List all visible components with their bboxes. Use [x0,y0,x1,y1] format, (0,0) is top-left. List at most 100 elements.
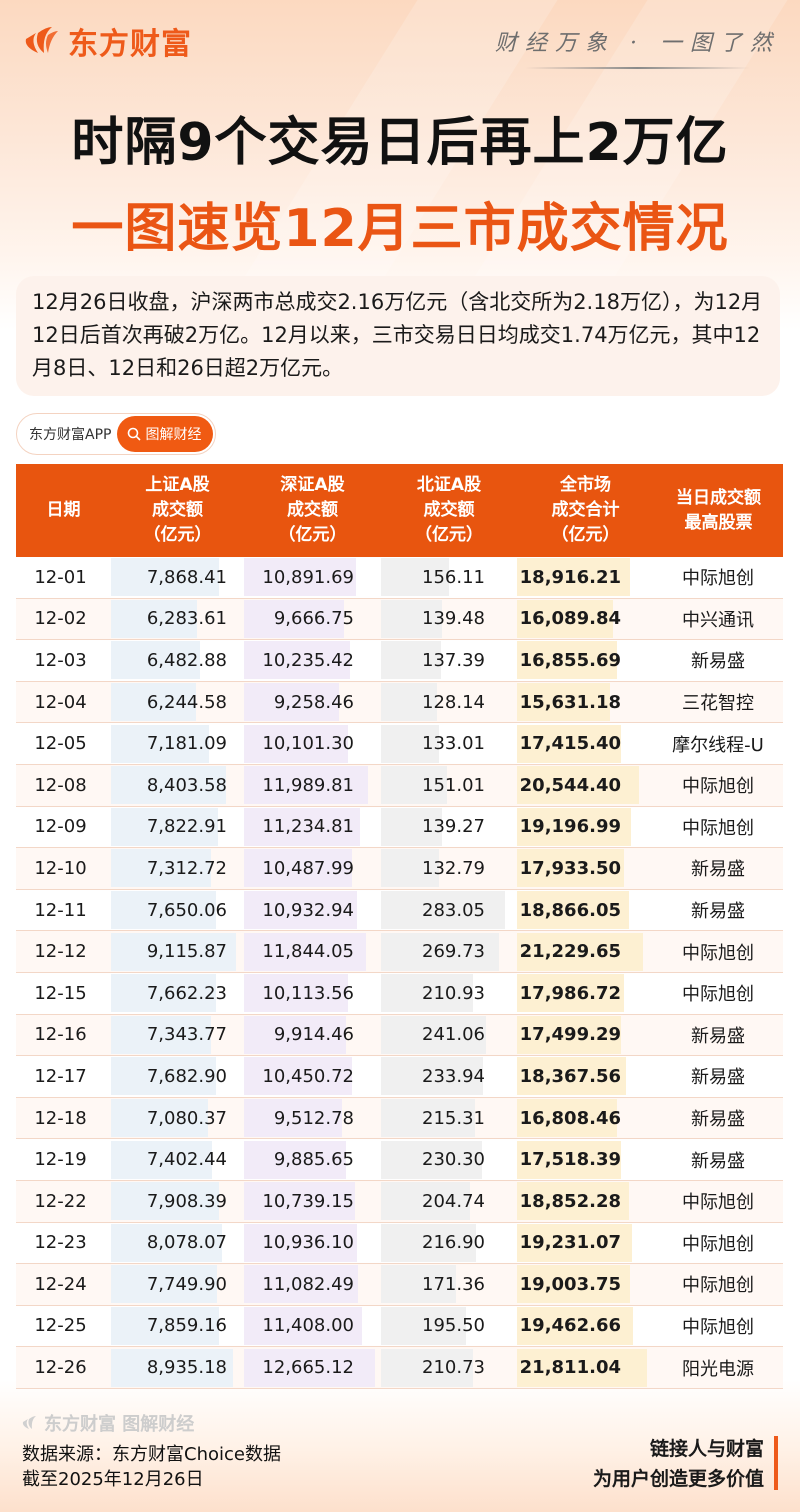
cell-sz: 9,885.65 [244,1140,381,1179]
cell-value: 11,082.49 [262,1273,354,1295]
cell-top-stock: 阳光电源 [682,1358,754,1380]
cell-sh: 6,482.88 [111,641,244,680]
value-bar [244,1306,362,1345]
cell-value: 139.48 [422,608,485,630]
header-sz: 深证A股 成交额 （亿元） [278,475,347,545]
cell-sz: 12,665.12 [244,1348,381,1387]
table-row: 12-09 7,822.91 11,234.81 139.27 19,196.99 中际旭… [16,806,783,849]
cell-value: 132.79 [422,857,485,879]
cell-sh: 7,343.77 [111,1015,244,1054]
cell-top-stock: 新易盛 [691,1025,745,1047]
value-bar [381,974,474,1013]
cell-total: 19,196.99 [517,807,654,846]
value-bar [244,641,350,680]
value-bar [111,1057,217,1096]
cell-value: 10,739.15 [262,1190,354,1212]
table-body: 12-01 7,868.41 10,891.69 156.11 18,916.21 中际旭… [16,557,783,1389]
cell-sh: 7,312.72 [111,849,244,888]
header-top-stock: 当日成交额 最高股票 [676,487,761,533]
cell-value: 269.73 [422,941,485,963]
cell-value: 283.05 [422,899,485,921]
cell-value: 7,080.37 [146,1107,227,1129]
search-label: 图解财经 [145,427,202,443]
cell-value: 7,650.06 [146,899,227,921]
value-bar [381,932,499,971]
value-bar [244,1265,359,1304]
value-bar [517,1140,622,1179]
table-row: 12-26 8,935.18 12,665.12 210.73 21,811.04 阳光电… [16,1347,783,1389]
cell-value: 9,914.46 [273,1024,354,1046]
cell-total: 17,933.50 [517,849,654,888]
cell-value: 9,258.46 [273,691,354,713]
cell-sh: 6,283.61 [111,599,244,638]
cell-sz: 11,082.49 [244,1265,381,1304]
cell-value: 133.01 [422,733,485,755]
value-bar [381,1015,487,1054]
cell-value: 7,859.16 [146,1315,227,1337]
value-bar [517,1265,631,1304]
cell-bj: 233.94 [381,1057,517,1096]
cell-top-stock: 中际旭创 [682,776,754,798]
value-bar [244,1223,357,1262]
cell-bj: 132.79 [381,849,517,888]
cell-bj: 137.39 [381,641,517,680]
value-bar [111,1099,208,1138]
cell-value: 10,101.30 [262,733,354,755]
cell-date: 12-12 [34,941,87,963]
value-bar [244,849,353,888]
app-search-pill[interactable]: 东方财富APP 图解财经 [16,413,217,455]
cell-top-stock: 新易盛 [691,901,745,923]
cell-date: 12-11 [34,899,87,921]
value-bar [244,932,367,971]
cell-total: 16,089.84 [517,599,654,638]
footer-brand: 东方财富 图解财经 [22,1410,194,1436]
cell-sh: 7,402.44 [111,1140,244,1179]
cell-date: 12-09 [34,816,87,838]
cell-value: 171.36 [422,1273,485,1295]
cell-value: 9,885.65 [273,1149,354,1171]
cell-value: 7,181.09 [146,733,227,755]
cell-date: 12-24 [34,1273,87,1295]
cell-top-stock: 新易盛 [691,859,745,881]
title-line-2: 一图速览12月三市成交情况 [71,199,729,259]
cell-date: 12-17 [34,1065,87,1087]
cell-date: 12-04 [34,691,87,713]
cell-top-stock: 新易盛 [691,1067,745,1089]
table-row: 12-03 6,482.88 10,235.42 137.39 16,855.69 新易盛 [16,640,783,682]
cell-date: 12-23 [34,1232,87,1254]
value-bar [244,807,360,846]
value-bar [381,1223,476,1262]
cell-sz: 10,113.56 [244,974,381,1013]
title-line-1: 时隔9个交易日后再上2万亿 [71,113,729,173]
cell-total: 17,415.40 [517,724,654,763]
table-row: 12-19 7,402.44 9,885.65 230.30 17,518.39 新易盛 [16,1139,783,1181]
search-button[interactable]: 图解财经 [117,416,214,452]
cell-total: 19,231.07 [517,1223,654,1262]
cell-value: 10,113.56 [262,982,354,1004]
value-bar [111,641,200,680]
cell-value: 15,631.18 [519,691,621,713]
cell-sh: 7,662.23 [111,974,244,1013]
value-bar [111,724,210,763]
cell-bj: 283.05 [381,891,517,930]
cell-date: 12-25 [34,1315,87,1337]
value-bar [111,974,216,1013]
cell-date: 12-05 [34,733,87,755]
cell-value: 204.74 [422,1190,485,1212]
cell-bj: 156.11 [381,558,517,597]
cell-top-stock: 新易盛 [691,651,745,673]
cell-bj: 195.50 [381,1306,517,1345]
cell-date: 12-01 [34,566,87,588]
cell-value: 7,868.41 [146,566,227,588]
value-bar [381,1057,484,1096]
cell-sz: 9,914.46 [244,1015,381,1054]
cell-value: 10,936.10 [262,1232,354,1254]
cell-value: 11,989.81 [262,774,354,796]
cell-value: 8,403.58 [146,774,227,796]
cell-value: 18,367.56 [519,1065,621,1087]
brand-name: 东方财富 [68,27,192,62]
search-icon [128,427,142,441]
value-bar [244,1099,343,1138]
cell-total: 16,855.69 [517,641,654,680]
table-row: 12-24 7,749.90 11,082.49 171.36 19,003.75 中际旭… [16,1264,783,1306]
